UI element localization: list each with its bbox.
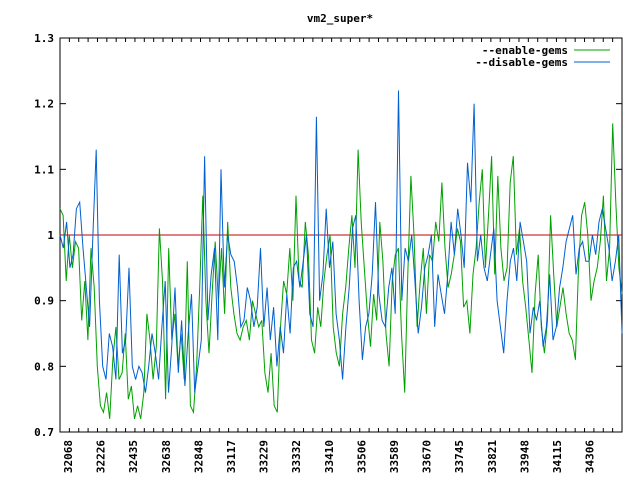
chart-title: vm2_super* bbox=[307, 12, 373, 25]
x-tick-label: 32848 bbox=[192, 440, 205, 473]
legend: --enable-gems--disable-gems bbox=[475, 44, 610, 69]
series-line-disable-gems bbox=[59, 90, 623, 393]
x-tick-label: 33821 bbox=[486, 440, 499, 473]
series-line-enable-gems bbox=[59, 123, 623, 420]
series-layer bbox=[59, 90, 623, 420]
x-axis: 32068 32226 32435 32638 32848 33117 33229 33332… bbox=[59, 38, 623, 473]
y-tick-label: 1.2 bbox=[34, 98, 54, 111]
y-tick-label: 0.8 bbox=[34, 360, 54, 373]
legend-label: --disable-gems bbox=[475, 56, 568, 69]
x-tick-label: 33948 bbox=[518, 440, 531, 473]
x-tick-label: 33506 bbox=[355, 440, 368, 473]
x-tick-label: 32435 bbox=[127, 440, 140, 473]
y-tick-label: 0.7 bbox=[34, 426, 54, 439]
x-tick-label: 33670 bbox=[421, 440, 434, 473]
x-tick-label: 33745 bbox=[453, 440, 466, 473]
x-tick-label: 32226 bbox=[95, 440, 108, 473]
legend-label: --enable-gems bbox=[482, 44, 568, 57]
y-tick-label: 1 bbox=[47, 229, 54, 242]
x-tick-label: 32638 bbox=[160, 440, 173, 473]
x-tick-label: 34306 bbox=[584, 440, 597, 473]
x-tick-label: 34115 bbox=[551, 440, 564, 473]
x-tick-label: 32068 bbox=[62, 440, 75, 473]
y-tick-label: 1.1 bbox=[34, 163, 54, 176]
x-tick-label: 33117 bbox=[225, 440, 238, 473]
x-tick-label: 33332 bbox=[290, 440, 303, 473]
x-tick-label: 33410 bbox=[323, 440, 336, 473]
x-tick-label: 33589 bbox=[388, 440, 401, 473]
y-tick-label: 1.3 bbox=[34, 32, 54, 45]
x-tick-label: 33229 bbox=[258, 440, 271, 473]
y-tick-label: 0.9 bbox=[34, 295, 54, 308]
